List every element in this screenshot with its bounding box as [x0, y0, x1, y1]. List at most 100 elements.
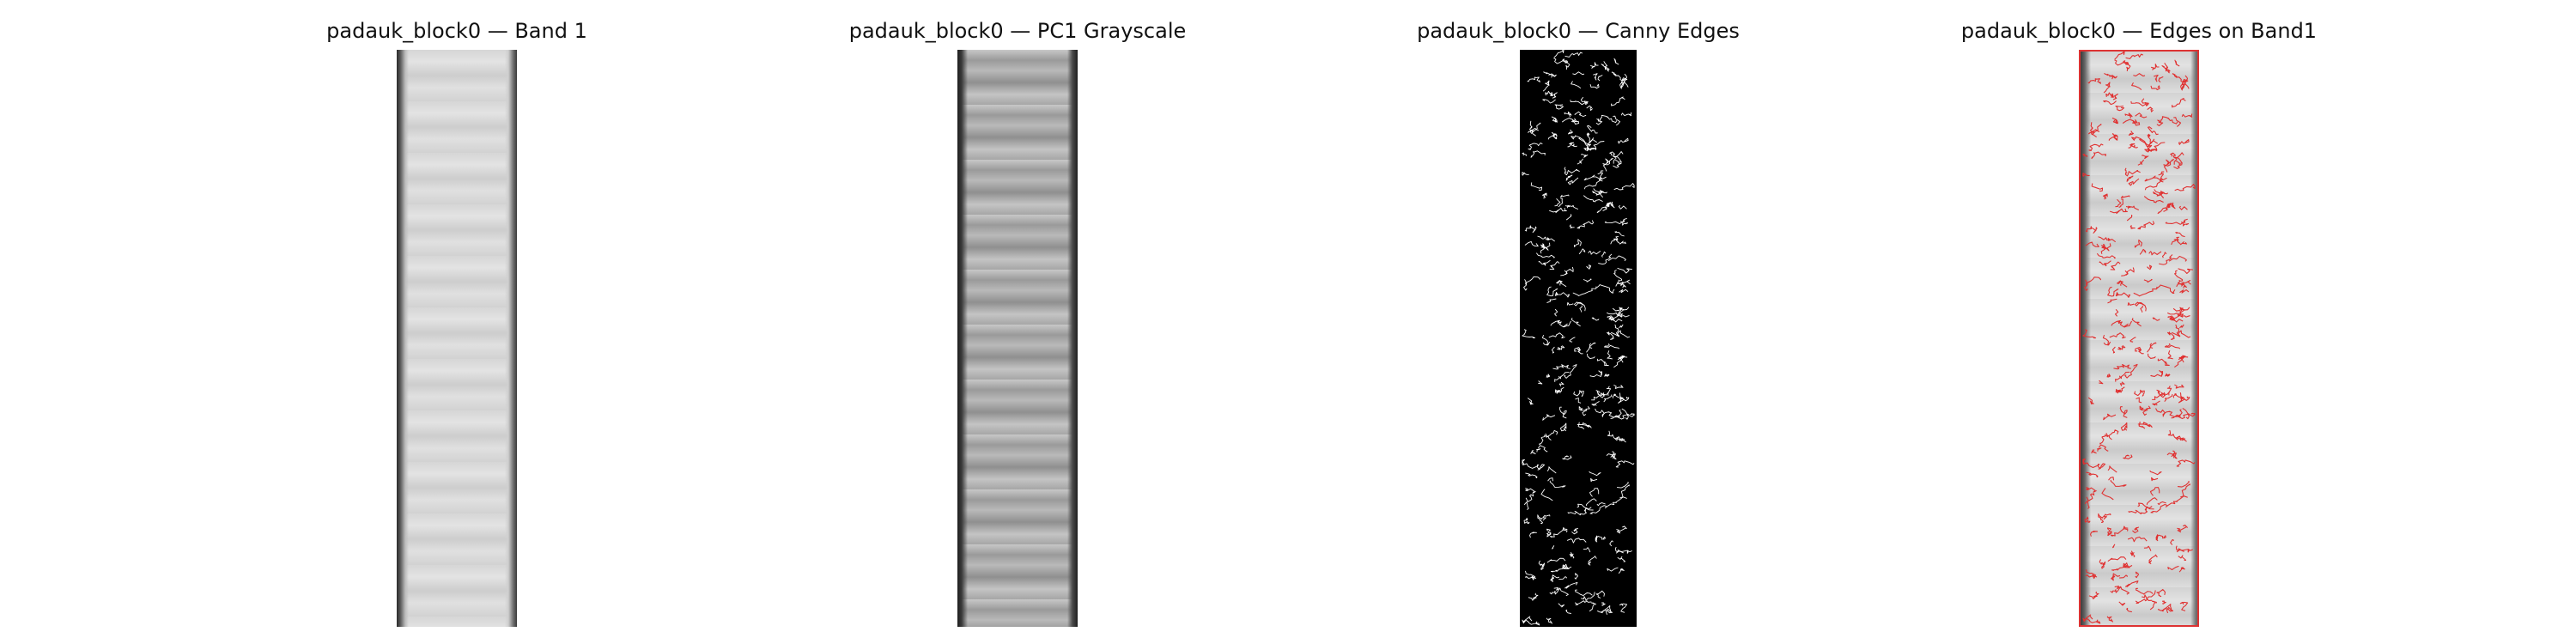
overlay-edge-path — [2114, 308, 2119, 317]
overlay-edge-path — [2107, 465, 2117, 473]
canny-edge-path — [1553, 58, 1569, 64]
overlay-edge-path — [2084, 516, 2091, 523]
canny-edge-path — [1538, 445, 1548, 453]
canny-edge-path — [1548, 73, 1557, 77]
overlay-edge-path — [2171, 317, 2184, 323]
canny-edge-path — [1598, 191, 1603, 198]
canny-edge-path — [1530, 150, 1546, 158]
canny-edge-path — [1567, 142, 1577, 148]
canny-edge-path — [1549, 261, 1560, 270]
overlay-edge-path — [2103, 413, 2117, 421]
overlay-edge-path — [2084, 501, 2090, 509]
canny-edge-path — [1530, 182, 1542, 191]
overlay-edge-path — [2159, 254, 2173, 265]
overlay-edge-path — [2149, 470, 2162, 476]
overlay-edge-path — [2164, 393, 2173, 403]
overlay-edge-path — [2154, 74, 2159, 82]
canny-edge-path — [1589, 343, 1593, 349]
canny-edge-path — [1596, 502, 1606, 507]
canny-edge-path — [1542, 414, 1556, 421]
canny-edge-path — [1607, 567, 1619, 572]
overlay-edge-path — [2117, 386, 2125, 392]
canny-edge-path — [1542, 342, 1550, 346]
canny-edge-path — [1610, 96, 1625, 106]
overlay-edge-path — [2151, 477, 2159, 482]
overlay-edge-path — [2088, 591, 2099, 599]
overlay-edge-path — [2102, 334, 2110, 345]
canny-edge-path — [1586, 264, 1592, 270]
overlay-edge-path — [2164, 63, 2169, 72]
canny-edge-path — [1564, 167, 1567, 173]
overlay-edge-path — [2181, 113, 2193, 118]
canny-edge-path — [1615, 239, 1626, 245]
overlay-edge-path — [2174, 384, 2184, 389]
canny-edge-path — [1569, 337, 1576, 343]
canny-edge-path — [1571, 81, 1582, 89]
overlay-edge-path — [2114, 52, 2125, 60]
overlay-edge-path — [2171, 98, 2186, 108]
canny-edge-path — [1580, 96, 1589, 106]
canny-edge-path — [1523, 283, 1528, 291]
overlay-edge-path — [2132, 119, 2140, 124]
overlay-edge-path — [2156, 588, 2166, 598]
canny-edge-path — [1572, 286, 1597, 296]
canny-edge-path — [1602, 536, 1607, 540]
canny-edge-path — [1569, 552, 1575, 559]
overlay-edge-path — [2181, 75, 2189, 86]
overlay-edge-path — [2128, 143, 2138, 149]
overlay-edge-path — [2115, 371, 2130, 382]
overlay-edge-path — [2155, 534, 2164, 542]
overlay-edge-path — [2126, 607, 2132, 613]
overlay-edge-path — [2125, 53, 2144, 59]
canny-edge-path — [1581, 154, 1589, 158]
canny-edge-path — [1566, 538, 1587, 544]
overlay-edge-path — [2082, 153, 2088, 158]
canny-edge-path — [1604, 217, 1627, 224]
overlay-edge-path — [2159, 191, 2165, 199]
overlay-edge-path — [2097, 447, 2102, 452]
overlay-edge-path — [2176, 549, 2193, 553]
canny-edge-path — [1574, 111, 1587, 117]
canny-edge-path — [1575, 398, 1582, 404]
canny-edge-path — [1610, 317, 1623, 323]
canny-edge-path — [1620, 112, 1632, 117]
canny-edge-path — [1566, 301, 1574, 306]
canny-edge-path — [1583, 220, 1595, 228]
canny-edge-path — [1583, 195, 1603, 203]
canny-edge-path — [1558, 381, 1564, 386]
overlay-edge-path — [2178, 268, 2193, 274]
overlay-edge-path — [2136, 587, 2154, 595]
canny-edge-path — [1574, 573, 1578, 580]
overlay-edge-path — [2167, 429, 2182, 441]
canny-edge-path — [1522, 152, 1528, 156]
overlay-edge-path — [2121, 267, 2135, 276]
overlay-edge-path — [2137, 226, 2146, 230]
canny-edge-path — [1528, 592, 1539, 601]
overlay-edge-path — [2165, 218, 2188, 225]
overlay-edge-path — [2096, 252, 2116, 259]
canny-edge-path — [1588, 556, 1597, 566]
overlay-edge-path — [2082, 329, 2097, 339]
canny-edge-path — [1547, 133, 1558, 140]
canny-edge-path — [1619, 392, 1630, 402]
overlay-edge-path — [2180, 222, 2190, 227]
overlay-edge-path — [2165, 495, 2188, 507]
overlay-edge-path — [2172, 450, 2178, 459]
overlay-edge-path — [2142, 408, 2148, 416]
canny-edge-path — [1553, 50, 1564, 58]
overlay-edge-path — [2166, 312, 2190, 318]
overlay-edge-path — [2143, 196, 2164, 204]
overlay-edge-path — [2124, 580, 2139, 587]
overlay-edge-path — [2110, 261, 2121, 270]
canny-edge-path — [1613, 270, 1623, 282]
canny-edge-path — [1589, 471, 1601, 477]
overlay-edge-path — [2163, 159, 2174, 173]
overlay-edge-path — [2133, 73, 2146, 77]
canny-edge-path — [1617, 267, 1632, 274]
canny-edge-path — [1583, 547, 1591, 553]
canny-edge-path — [1587, 125, 1598, 134]
canny-edge-path — [1543, 71, 1553, 78]
canny-edge-path — [1613, 357, 1623, 368]
panel-title-overlay: padauk_block0 — Edges on Band1 — [1960, 19, 2318, 43]
canny-edge-path — [1550, 529, 1568, 538]
